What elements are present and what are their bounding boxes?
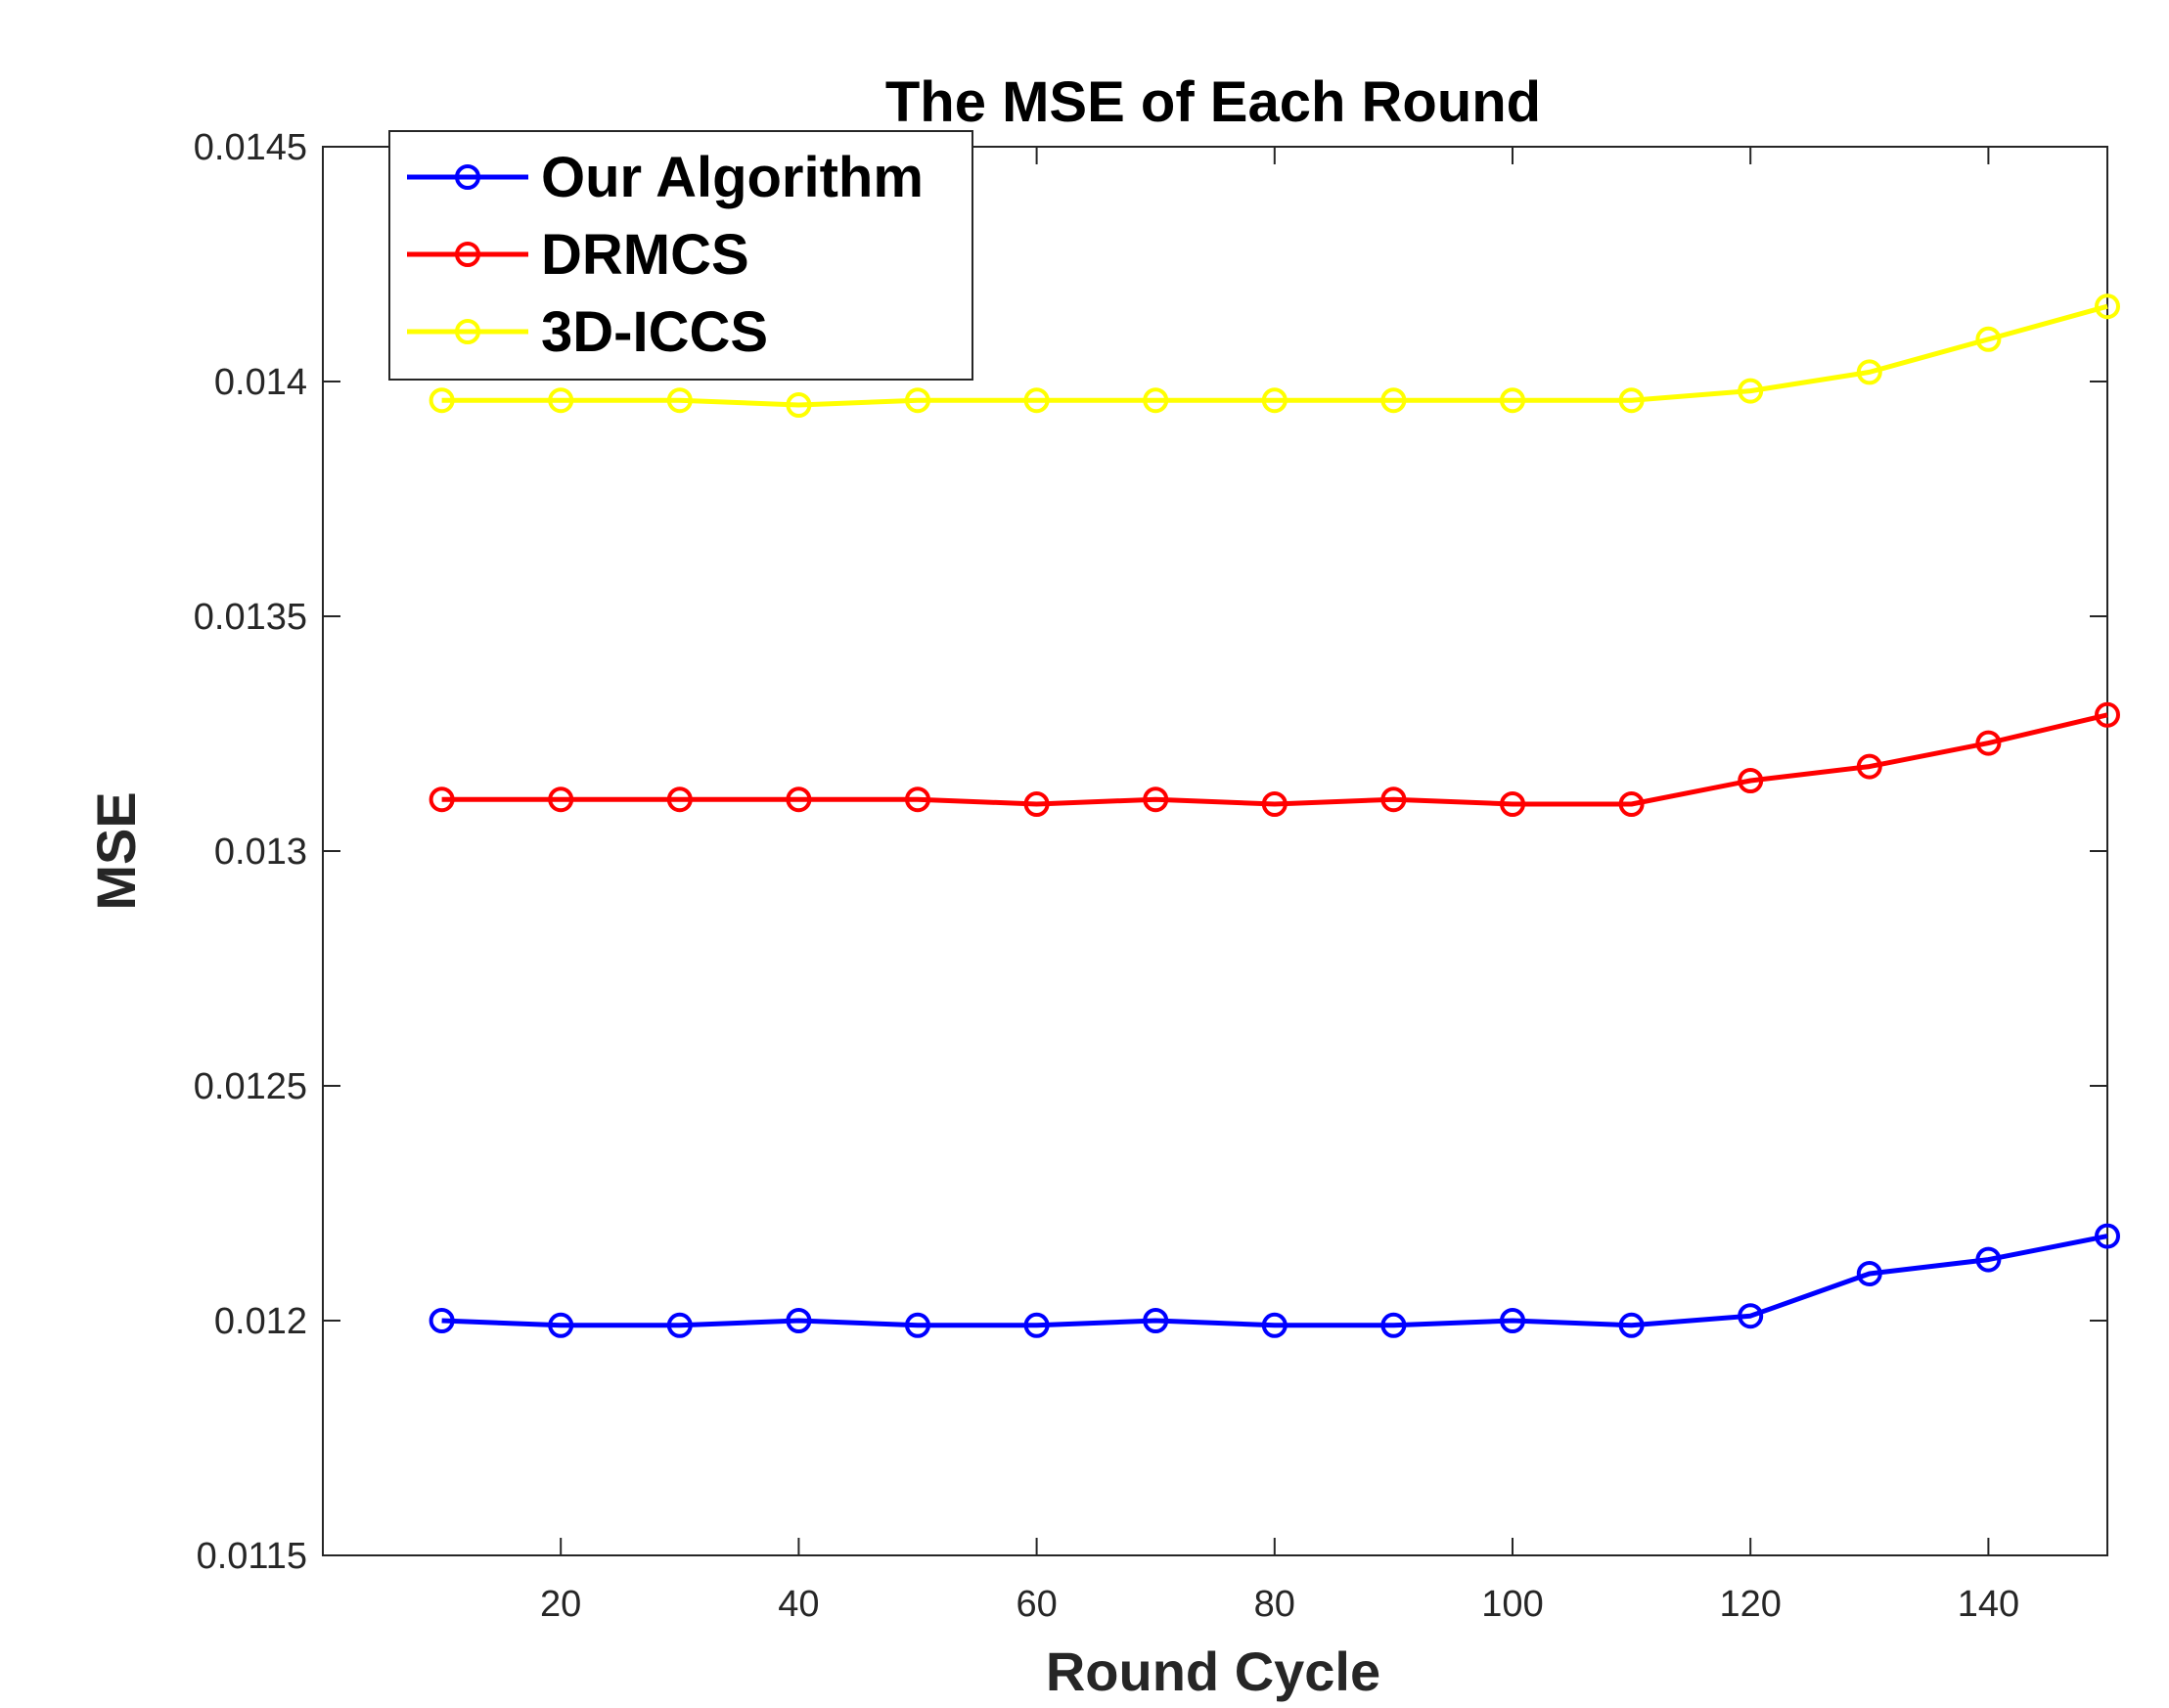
series-line-our-algorithm xyxy=(441,1234,2108,1328)
data-point-drmcs xyxy=(1261,791,1288,817)
data-point-our-algorithm xyxy=(1500,1308,1525,1333)
data-point-drmcs xyxy=(2095,701,2120,728)
y-axis-title: MSE xyxy=(85,791,147,910)
data-point-drmcs xyxy=(1975,730,2002,756)
y-tick-label: 0.012 xyxy=(214,1301,307,1342)
data-point-our-algorithm xyxy=(429,1308,455,1333)
data-point-drmcs xyxy=(1856,753,1882,780)
x-axis: 20 40 60 80 100 120 140 xyxy=(540,147,2019,1625)
data-point-drmcs xyxy=(1618,791,1645,817)
x-tick-label: 120 xyxy=(1719,1584,1781,1625)
data-point-drmcs xyxy=(786,787,812,813)
data-point-3d-iccs xyxy=(786,392,812,418)
data-point-drmcs xyxy=(905,787,930,813)
data-point-3d-iccs xyxy=(1738,378,1764,404)
data-point-our-algorithm xyxy=(1380,1312,1407,1338)
data-point-drmcs xyxy=(1380,787,1407,813)
y-tick-label: 0.014 xyxy=(214,362,307,403)
data-point-drmcs xyxy=(1023,791,1050,817)
data-point-drmcs xyxy=(666,787,693,813)
series-line-3d-iccs xyxy=(441,303,2108,408)
x-tick-label: 80 xyxy=(1254,1584,1295,1625)
legend-marker xyxy=(455,242,480,267)
legend-marker xyxy=(455,164,480,190)
data-point-3d-iccs xyxy=(1380,387,1407,414)
legend-label: 3D-ICCS xyxy=(541,300,768,364)
legend-label: DRMCS xyxy=(541,223,749,287)
data-point-3d-iccs xyxy=(2095,293,2120,320)
data-point-our-algorithm xyxy=(786,1308,812,1333)
data-point-3d-iccs xyxy=(1261,387,1288,414)
data-point-3d-iccs xyxy=(666,387,693,414)
data-point-our-algorithm xyxy=(1856,1261,1882,1286)
legend-marker xyxy=(455,319,480,344)
chart-title: The MSE of Each Round xyxy=(885,70,1541,134)
data-point-drmcs xyxy=(429,787,455,813)
x-tick-label: 60 xyxy=(1016,1584,1057,1625)
x-axis-title: Round Cycle xyxy=(1046,1641,1380,1702)
x-tick-label: 140 xyxy=(1958,1584,2019,1625)
y-tick-label: 0.013 xyxy=(214,832,307,873)
data-point-3d-iccs xyxy=(1975,326,2002,352)
series-layer xyxy=(429,293,2120,1338)
data-point-3d-iccs xyxy=(1023,387,1050,414)
data-point-drmcs xyxy=(1738,768,1764,793)
data-point-3d-iccs xyxy=(548,387,574,414)
x-tick-label: 20 xyxy=(540,1584,581,1625)
data-point-3d-iccs xyxy=(1856,359,1882,385)
data-point-our-algorithm xyxy=(1738,1303,1764,1329)
data-point-our-algorithm xyxy=(1143,1308,1169,1333)
y-tick-label: 0.0145 xyxy=(194,127,307,168)
data-point-our-algorithm xyxy=(666,1312,693,1338)
legend-label: Our Algorithm xyxy=(541,146,924,209)
x-tick-label: 100 xyxy=(1481,1584,1543,1625)
data-point-our-algorithm xyxy=(1975,1246,2002,1273)
data-point-drmcs xyxy=(548,787,574,813)
data-point-our-algorithm xyxy=(1023,1312,1050,1338)
data-point-3d-iccs xyxy=(1618,387,1645,414)
data-point-our-algorithm xyxy=(905,1312,930,1338)
y-tick-label: 0.0115 xyxy=(197,1536,307,1577)
data-point-our-algorithm xyxy=(548,1312,574,1338)
data-point-our-algorithm xyxy=(1261,1312,1288,1338)
data-point-3d-iccs xyxy=(905,387,930,414)
y-axis: 0.0115 0.012 0.0125 0.013 0.0135 0.014 0.0145 xyxy=(194,127,2107,1577)
data-point-3d-iccs xyxy=(429,387,455,414)
data-point-3d-iccs xyxy=(1143,387,1169,414)
data-point-drmcs xyxy=(1143,787,1169,813)
y-tick-label: 0.0135 xyxy=(194,597,307,638)
data-point-3d-iccs xyxy=(1500,387,1525,414)
data-point-our-algorithm xyxy=(1618,1312,1645,1338)
data-point-drmcs xyxy=(1500,791,1525,817)
x-tick-label: 40 xyxy=(778,1584,819,1625)
legend: Our Algorithm DRMCS 3D-ICCS xyxy=(388,130,973,381)
y-tick-label: 0.0125 xyxy=(194,1066,307,1107)
data-point-our-algorithm xyxy=(2095,1223,2120,1249)
series-line-drmcs xyxy=(441,712,2108,807)
